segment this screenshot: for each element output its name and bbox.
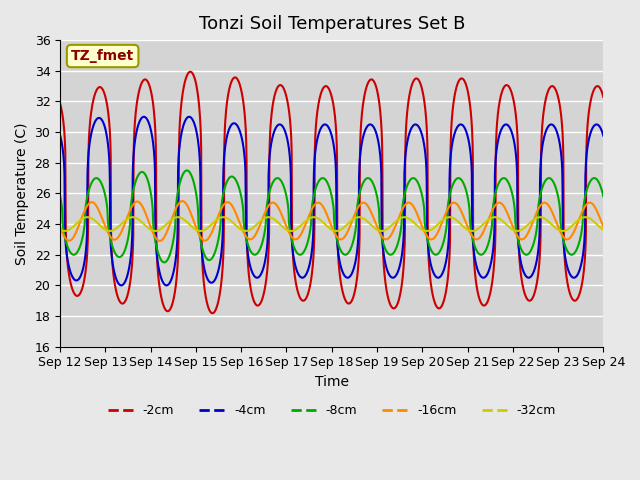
Legend: -2cm, -4cm, -8cm, -16cm, -32cm: -2cm, -4cm, -8cm, -16cm, -32cm	[102, 399, 561, 422]
Y-axis label: Soil Temperature (C): Soil Temperature (C)	[15, 122, 29, 264]
Title: Tonzi Soil Temperatures Set B: Tonzi Soil Temperatures Set B	[198, 15, 465, 33]
Text: TZ_fmet: TZ_fmet	[71, 49, 134, 63]
X-axis label: Time: Time	[315, 375, 349, 389]
